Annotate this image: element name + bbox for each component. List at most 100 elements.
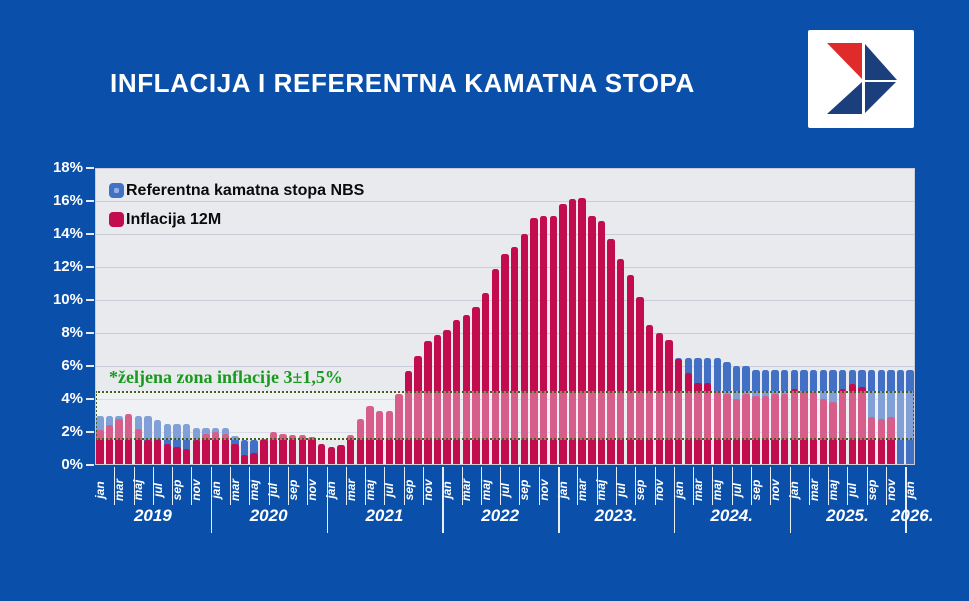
bar-inflation xyxy=(202,433,210,465)
bar-inflation xyxy=(617,258,625,465)
x-tick-mark xyxy=(191,467,193,505)
bar-inflation xyxy=(250,453,258,465)
bar-inflation xyxy=(192,440,200,465)
y-tick-label: 10% xyxy=(52,291,83,308)
bar-inflation xyxy=(163,443,172,465)
bar-rate xyxy=(182,423,191,465)
x-tick-mark xyxy=(403,467,405,505)
legend-label-inflation: Inflacija 12M xyxy=(126,210,222,228)
bar-inflation xyxy=(732,399,741,465)
x-tick-mark xyxy=(519,467,521,505)
bar-inflation xyxy=(703,382,712,465)
bar-inflation xyxy=(491,268,500,465)
y-tick-mark xyxy=(86,464,94,466)
bar-inflation xyxy=(636,296,644,465)
bar-inflation xyxy=(810,392,818,465)
x-tick-mark xyxy=(615,467,617,505)
x-year-label: 2024. xyxy=(710,506,753,525)
bar-inflation xyxy=(771,394,779,465)
bar-inflation xyxy=(346,435,355,465)
rate-series-swatch-icon xyxy=(109,183,124,198)
y-tick-label: 12% xyxy=(52,258,83,275)
bar-inflation xyxy=(530,217,538,465)
x-tick-mark xyxy=(635,467,637,505)
x-tick-mark xyxy=(731,467,733,505)
x-tick-mark xyxy=(384,467,386,505)
bar-inflation xyxy=(877,418,885,465)
bar-inflation xyxy=(501,253,509,465)
bar-inflation xyxy=(414,356,422,465)
bar-inflation xyxy=(375,410,384,465)
y-tick-label: 2% xyxy=(61,423,83,440)
bar-inflation xyxy=(134,428,143,465)
bar-inflation xyxy=(829,402,837,465)
y-tick-mark xyxy=(86,233,94,235)
y-tick-mark xyxy=(86,332,94,334)
bar-inflation xyxy=(790,389,799,465)
bar-inflation xyxy=(597,220,606,465)
bar-inflation xyxy=(723,394,731,465)
bar-inflation xyxy=(356,418,364,465)
page-title: INFLACIJA I REFERENTNA KAMATNA STOPA xyxy=(110,68,695,98)
x-tick-mark xyxy=(172,467,174,505)
bar-inflation xyxy=(781,394,789,465)
year-separator xyxy=(326,467,329,533)
bar-inflation xyxy=(848,384,856,465)
bar-inflation xyxy=(221,433,229,465)
x-tick-mark xyxy=(886,467,888,505)
y-tick-label: 14% xyxy=(52,225,83,242)
bar-inflation xyxy=(231,443,239,465)
arrow-logo-icon xyxy=(827,43,897,114)
bar-inflation xyxy=(182,448,191,465)
x-tick-mark xyxy=(268,467,270,505)
bar-inflation xyxy=(115,418,123,465)
bar-inflation xyxy=(472,306,480,465)
x-year-label: 2026. xyxy=(890,506,934,525)
bar-inflation xyxy=(462,314,471,465)
y-tick-mark xyxy=(86,431,94,433)
bar-inflation xyxy=(559,204,567,465)
x-tick-mark xyxy=(808,467,810,505)
bar-inflation xyxy=(433,334,442,465)
x-tick-mark xyxy=(596,467,598,505)
year-separator xyxy=(905,467,907,533)
bar-rate xyxy=(240,440,249,465)
x-tick-mark xyxy=(847,467,849,505)
y-tick-mark xyxy=(86,266,94,268)
plot-area xyxy=(95,168,915,465)
bar-inflation xyxy=(578,197,586,465)
legend-label-rate: Referentna kamatna stopa NBS xyxy=(126,181,365,199)
x-tick-mark xyxy=(114,467,116,505)
bar-inflation xyxy=(105,425,114,465)
bar-rate xyxy=(877,370,885,465)
x-tick-mark xyxy=(152,467,154,505)
target-zone-label: *željena zona inflacije 3±1,5% xyxy=(109,367,343,387)
bar-inflation xyxy=(308,436,316,465)
bar-inflation xyxy=(568,199,577,465)
bar-inflation xyxy=(646,324,654,465)
company-logo xyxy=(808,30,914,128)
x-tick-mark xyxy=(654,467,656,505)
bar-inflation xyxy=(482,293,490,465)
bar-inflation xyxy=(549,215,557,465)
bar-inflation xyxy=(858,387,866,465)
x-tick-mark xyxy=(770,467,772,505)
year-separator xyxy=(789,467,792,533)
y-tick-label: 16% xyxy=(52,192,83,209)
y-tick-mark xyxy=(86,365,94,367)
x-tick-mark xyxy=(577,467,579,505)
y-tick-label: 6% xyxy=(61,357,83,374)
bar-inflation xyxy=(240,455,249,465)
bar-inflation xyxy=(819,399,828,465)
bar-inflation xyxy=(96,430,104,465)
bar-inflation xyxy=(289,435,297,465)
year-separator xyxy=(210,467,213,533)
bar-inflation xyxy=(694,382,702,465)
y-tick-mark xyxy=(86,200,94,202)
y-tick-mark xyxy=(86,167,94,169)
x-tick-mark xyxy=(133,467,135,505)
bar-inflation xyxy=(655,333,664,465)
target-band xyxy=(95,390,915,441)
bar-inflation xyxy=(443,329,451,465)
